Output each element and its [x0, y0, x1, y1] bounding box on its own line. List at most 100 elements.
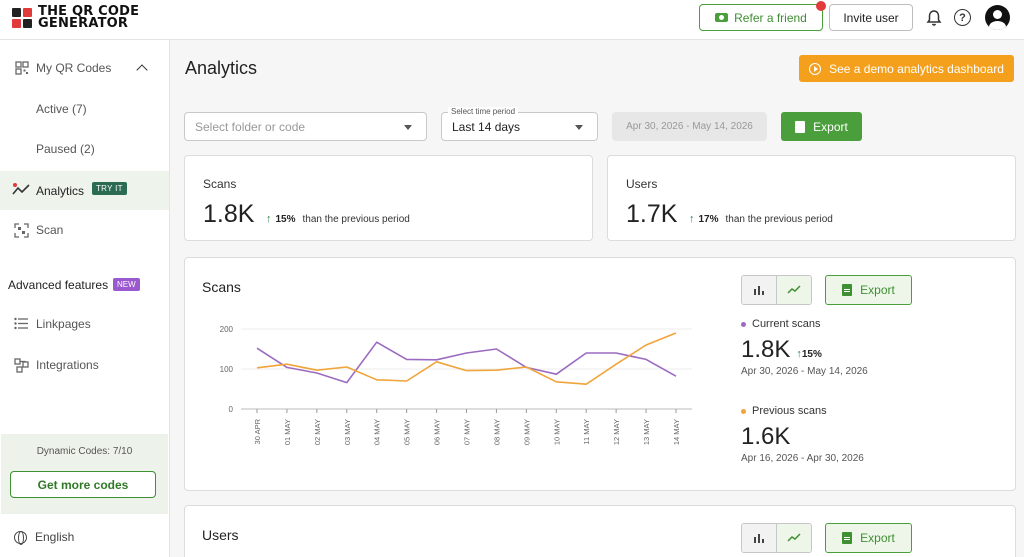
x-tick-label: 08 MAY: [492, 419, 501, 445]
previous-series-value: 1.6K: [741, 423, 791, 450]
get-more-codes-button[interactable]: Get more codes: [10, 471, 156, 498]
line-chart-toggle[interactable]: [776, 524, 811, 552]
folder-select[interactable]: Select folder or code: [184, 112, 427, 141]
sidebar-item-my-qr-codes[interactable]: My QR Codes: [0, 50, 169, 86]
dynamic-codes-count: Dynamic Codes: 7/10: [36, 446, 133, 457]
current-series-dates: Apr 30, 2026 - May 14, 2026: [741, 366, 868, 377]
x-tick-label: 10 MAY: [552, 419, 561, 445]
previous-series-dot: [741, 408, 746, 414]
x-tick-label: 01 MAY: [283, 419, 292, 445]
bar-chart-toggle[interactable]: [742, 524, 777, 552]
sidebar-item-scan[interactable]: Scan: [0, 212, 169, 248]
qr-grid-icon: [14, 60, 29, 76]
previous-scans-legend: Previous scans 1.6K Apr 16, 2026 - Apr 3…: [741, 405, 864, 464]
x-tick-label: 12 MAY: [612, 419, 621, 445]
bar-chart-icon: [753, 286, 764, 295]
y-tick-label: 100: [220, 365, 234, 374]
x-tick-label: 13 MAY: [642, 419, 651, 445]
language-label: English: [35, 530, 75, 544]
sidebar-item-label: Analytics: [36, 183, 85, 198]
top-bar: THE QR CODE GENERATOR Refer a friend Inv…: [0, 0, 1024, 40]
refer-label: Refer a friend: [734, 10, 807, 25]
previous-series-name: Previous scans: [752, 405, 827, 417]
document-icon: [842, 532, 853, 544]
advanced-features-heading: Advanced features: [8, 278, 109, 292]
users-summary-card: Users 1.7K ↑ 17% than the previous perio…: [607, 155, 1016, 241]
demo-dashboard-button[interactable]: See a demo analytics dashboard: [799, 55, 1014, 82]
refer-friend-button[interactable]: Refer a friend: [699, 1, 826, 31]
language-selector[interactable]: English: [14, 530, 75, 545]
users-chart-title: Users: [202, 527, 239, 543]
export-label: Export: [813, 119, 848, 134]
invite-user-button[interactable]: Invite user: [829, 4, 913, 31]
scans-trend-suffix: than the previous period: [302, 213, 410, 225]
current-scans-line: [256, 341, 677, 384]
users-trend: ↑ 17% than the previous period: [689, 213, 833, 225]
y-tick-label: 0: [229, 405, 234, 414]
sidebar-item-integrations[interactable]: Integrations: [0, 347, 169, 383]
chevron-up-icon[interactable]: [136, 64, 148, 76]
sidebar-item-label: Scan: [36, 223, 64, 237]
brand-line-2: GENERATOR: [38, 16, 129, 31]
sidebar-item-label: My QR Codes: [36, 61, 112, 75]
new-badge: NEW: [113, 278, 140, 291]
sidebar-item-active[interactable]: Active (7): [0, 91, 169, 127]
caret-down-icon: [575, 125, 583, 130]
scans-trend: ↑ 15% than the previous period: [266, 213, 410, 225]
users-export-button[interactable]: Export: [825, 523, 912, 553]
dynamic-codes-panel: Dynamic Codes: 7/10 Get more codes: [1, 434, 168, 514]
users-chart-card: Users Export: [184, 505, 1016, 557]
current-scans-legend: Current scans 1.8K ↑15% Apr 30, 2026 - M…: [741, 318, 868, 377]
sidebar-item-label: Paused (2): [36, 142, 95, 156]
brand-line-1: THE QR CODE: [38, 4, 140, 19]
line-chart-icon: [787, 285, 801, 294]
page-title: Analytics: [185, 58, 258, 78]
line-chart-toggle[interactable]: [776, 276, 811, 304]
trend-up-icon: ↑: [796, 348, 802, 360]
previous-scans-line: [256, 332, 677, 385]
time-period-select[interactable]: Last 14 days: [441, 112, 598, 141]
x-tick-label: 06 MAY: [433, 419, 442, 445]
sidebar-item-linkpages[interactable]: Linkpages: [0, 306, 169, 342]
bar-chart-icon: [753, 534, 764, 543]
users-summary-value: 1.7K: [626, 200, 678, 228]
sidebar-item-analytics[interactable]: Analytics TRY IT: [0, 171, 169, 210]
x-tick-label: 04 MAY: [373, 419, 382, 445]
current-series-dot: [741, 321, 746, 327]
try-it-badge: TRY IT: [92, 182, 127, 195]
avatar[interactable]: [985, 5, 1010, 30]
scan-icon: [14, 222, 29, 238]
chart-type-toggle: [741, 275, 812, 305]
bell-icon[interactable]: [926, 9, 942, 27]
analytics-icon: [12, 183, 30, 198]
sidebar-item-paused[interactable]: Paused (2): [0, 131, 169, 167]
scans-line-chart: 0 100 200 30 APR 01 MAY 02 MAY 03 MAY 04 MAY 05 …: [220, 325, 692, 445]
document-icon: [842, 284, 853, 296]
users-export-label: Export: [860, 531, 895, 545]
scans-summary-value: 1.8K: [203, 200, 255, 228]
x-tick-label: 02 MAY: [313, 419, 322, 445]
play-icon: [809, 62, 822, 75]
scans-chart-card: Scans Export Current scans 1.8K ↑15% Apr…: [184, 257, 1016, 491]
sidebar-item-label: Linkpages: [36, 317, 91, 331]
bar-chart-toggle[interactable]: [742, 276, 777, 304]
trend-up-icon: ↑: [266, 213, 272, 225]
current-series-pct: 15%: [801, 349, 822, 360]
trend-up-icon: ↑: [689, 213, 695, 225]
scans-export-button[interactable]: Export: [825, 275, 912, 305]
help-icon[interactable]: ?: [954, 9, 971, 26]
x-tick-label: 07 MAY: [463, 419, 472, 445]
x-tick-label: 05 MAY: [403, 419, 412, 445]
brand-logo[interactable]: THE QR CODE GENERATOR: [12, 4, 140, 31]
x-tick-label: 09 MAY: [522, 419, 531, 445]
users-trend-pct: 17%: [698, 213, 719, 225]
list-icon: [14, 317, 29, 332]
current-series-name: Current scans: [752, 318, 821, 330]
users-chart-type-toggle: [741, 523, 812, 553]
export-button[interactable]: Export: [781, 112, 862, 141]
sidebar: My QR Codes Active (7) Paused (2) Analyt…: [0, 40, 170, 557]
money-icon: [715, 13, 729, 22]
date-range-field: Apr 30, 2026 - May 14, 2026: [612, 112, 767, 141]
time-period-label: Select time period: [448, 107, 519, 116]
previous-series-dates: Apr 16, 2026 - Apr 30, 2026: [741, 453, 864, 464]
